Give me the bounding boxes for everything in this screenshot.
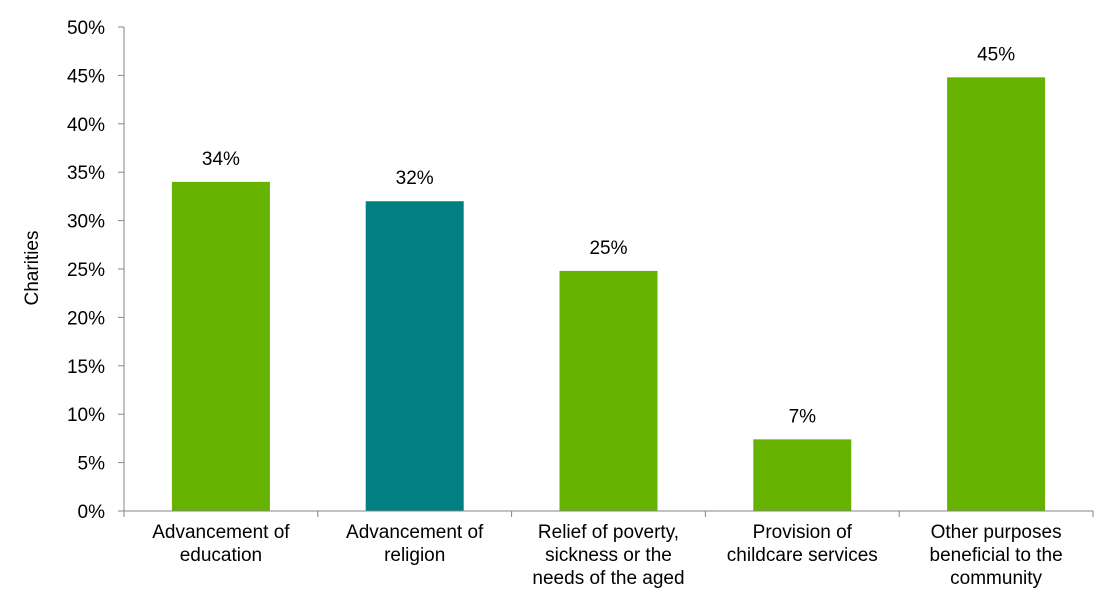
data-label: 45% — [977, 44, 1015, 65]
y-tick-label: 15% — [67, 357, 105, 378]
data-label: 7% — [789, 406, 817, 427]
category-label: Advancement of religion — [346, 522, 484, 566]
category-label-line: sickness or the — [545, 545, 672, 566]
category-label-line: Advancement of — [346, 522, 484, 543]
y-tick-label: 45% — [67, 66, 105, 87]
category-label-line: Provision of — [753, 522, 853, 543]
data-label: 25% — [589, 238, 627, 259]
category-label-line: community — [950, 568, 1042, 589]
category-label: Advancement of education — [152, 522, 290, 566]
data-label: 32% — [396, 168, 434, 189]
y-tick-label: 50% — [67, 18, 105, 39]
category-label: Other purposes beneficial to the community — [930, 522, 1063, 589]
data-label: 34% — [202, 149, 240, 170]
category-label-line: beneficial to the — [930, 545, 1063, 566]
category-label-line: religion — [384, 545, 445, 566]
y-tick-label: 40% — [67, 115, 105, 136]
y-tick-label: 0% — [78, 502, 106, 523]
category-label-line: childcare services — [727, 545, 878, 566]
y-tick-label: 25% — [67, 260, 105, 281]
category-label-line: Other purposes — [931, 522, 1062, 543]
y-tick-label: 10% — [67, 405, 105, 426]
category-label-line: education — [180, 545, 262, 566]
y-tick-label: 20% — [67, 308, 105, 329]
bar — [171, 181, 270, 511]
bars — [171, 77, 1046, 512]
bar — [365, 201, 464, 512]
data-labels: 34% 32% 25% 7% 45% — [202, 44, 1015, 427]
category-label: Provision of childcare services — [727, 522, 878, 566]
category-label-line: Relief of poverty, — [538, 522, 679, 543]
y-axis: 0% 5% 10% 15% 20% 25% 30% 35% 40% 45% 50% — [67, 18, 125, 523]
y-axis-title: Charities — [22, 231, 43, 306]
bar — [947, 77, 1046, 511]
bar — [559, 270, 658, 511]
bar — [753, 439, 852, 511]
category-label: Relief of poverty, sickness or the needs o… — [532, 522, 684, 589]
y-tick-label: 35% — [67, 163, 105, 184]
y-tick-label: 5% — [78, 454, 106, 475]
category-label-line: Advancement of — [152, 522, 290, 543]
y-tick-label: 30% — [67, 212, 105, 233]
category-label-line: needs of the aged — [532, 568, 684, 589]
